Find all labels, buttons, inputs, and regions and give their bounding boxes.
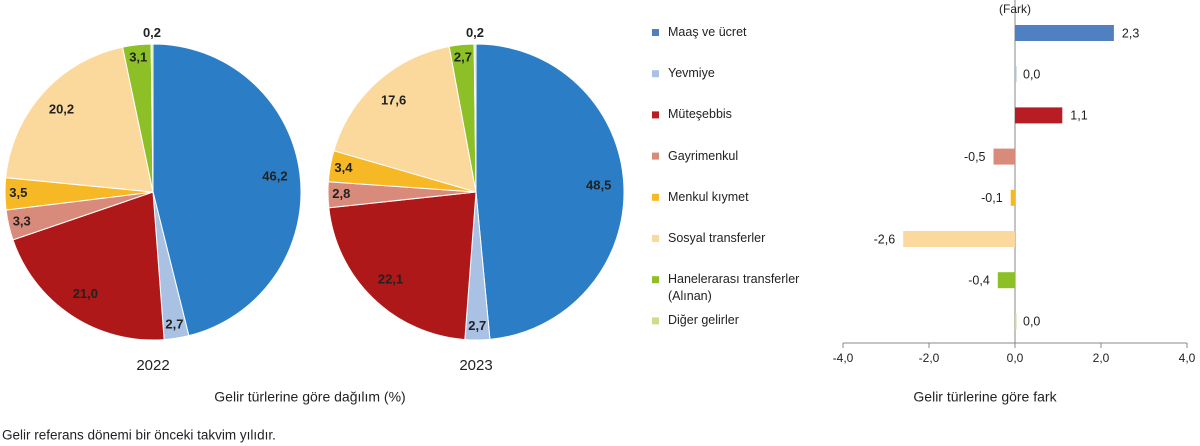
legend-label: Diğer gelirler (668, 313, 739, 328)
pie-slice (152, 43, 302, 337)
legend-label: Menkul kıymet (668, 189, 749, 204)
bar-label: 2,3 (1122, 26, 1139, 40)
bar (1015, 107, 1063, 124)
legend-label: Sosyal transferler (668, 231, 766, 245)
pie-slice (328, 191, 477, 341)
x-tick-label: -2,0 (919, 351, 940, 365)
pie-label: 2,7 (468, 318, 486, 333)
bar (1015, 66, 1017, 83)
legend-swatch (652, 111, 659, 119)
bar (1010, 189, 1015, 206)
bar-label: -0,4 (968, 273, 990, 287)
pie-label: 46,2 (262, 168, 287, 183)
bar-label: 0,0 (1023, 315, 1040, 329)
pie-label: 3,1 (129, 50, 147, 65)
legend-swatch (652, 235, 659, 242)
pie-slice (12, 191, 165, 341)
pie-slice (333, 45, 477, 193)
bar-label: 1,1 (1070, 109, 1087, 123)
x-tick-label: 2,0 (1093, 351, 1110, 365)
legend-swatch (652, 29, 659, 36)
axis-title: (Fark) (999, 2, 1031, 16)
legend-swatch (652, 276, 659, 284)
legend-label: Yevmiye (668, 66, 715, 81)
pie-label: 2,8 (332, 186, 350, 201)
x-tick-label: 4,0 (1179, 351, 1196, 365)
pie-slice (475, 43, 625, 340)
pie-slice (473, 43, 477, 193)
pie-slice (5, 46, 154, 193)
pie-label: 2,7 (165, 316, 183, 331)
pie-label: 48,5 (586, 178, 611, 193)
pie-label: 22,1 (378, 272, 403, 287)
x-axis-title: Gelir türlerine göre fark (913, 389, 1057, 405)
pie-label: 3,3 (13, 214, 31, 229)
pie-label: 3,4 (334, 160, 353, 175)
legend-swatch (652, 317, 659, 325)
legend-label: Maaş ve ücret (668, 25, 747, 39)
pie-slice (150, 43, 154, 193)
legend-swatch (652, 193, 659, 201)
pie-label: 0,2 (143, 25, 161, 40)
pie-label: 21,0 (73, 286, 98, 301)
x-tick-label: -4,0 (833, 351, 854, 365)
bar (993, 148, 1015, 165)
legend-swatch (652, 152, 659, 160)
legend-swatch (652, 70, 659, 78)
pie-label: 20,2 (49, 101, 74, 116)
bar-label: -2,6 (874, 232, 896, 246)
bar (997, 272, 1015, 289)
footnote: Gelir referans dönemi bir önceki takvim … (2, 428, 276, 443)
legend-label: Hanelerarası transferler (Alınan) (668, 272, 800, 304)
bar (1015, 25, 1114, 41)
bar-label: -0,1 (981, 191, 1003, 205)
bar (1015, 313, 1017, 330)
legend-label: Gayrimenkul (668, 148, 739, 163)
pie-label: 17,6 (381, 92, 406, 107)
x-tick-label: 0,0 (1007, 351, 1024, 365)
pie-year: 2023 (459, 357, 492, 374)
pie-caption: Gelir türlerine göre dağılım (%) (214, 389, 405, 405)
pie-label: 0,2 (466, 25, 484, 40)
bar-label: -0,5 (964, 150, 986, 164)
pie-label: 3,5 (9, 185, 27, 200)
legend-label: Müteşebbis (668, 107, 732, 122)
pie-label: 2,7 (454, 49, 472, 64)
bar (903, 231, 1015, 247)
bar-label: 0,0 (1023, 67, 1040, 81)
pie-year: 2022 (136, 357, 169, 374)
